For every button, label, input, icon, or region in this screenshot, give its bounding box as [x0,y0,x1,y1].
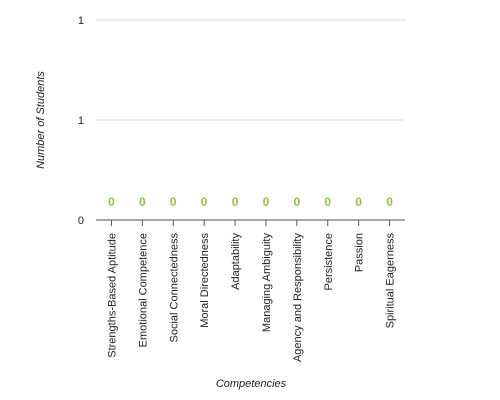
category-label: Spiritual Eagerness [385,233,397,329]
y-axis-title: Number of Students [35,71,47,169]
data-labels: 0 0 0 0 0 0 0 0 0 0 [108,195,393,209]
gridlines [96,19,405,121]
y-tick-label: 1 [78,15,84,27]
data-label: 0 [294,195,301,209]
data-label: 0 [263,195,270,209]
category-label: Strengths-Based Aptitude [106,233,118,358]
category-label: Agency and Responsibility [292,233,304,363]
category-labels: Strengths-Based Aptitude Emotional Compet… [106,233,396,363]
category-label: Moral Directedness [199,233,211,328]
data-label: 0 [355,195,362,209]
y-tick-label: 1 [78,115,84,127]
category-label: Adaptability [230,233,242,290]
data-label: 0 [232,195,239,209]
y-tick-label: 0 [78,215,84,227]
y-axis-ticks: 0 1 1 [78,15,84,227]
data-label: 0 [201,195,208,209]
category-label: Passion [354,233,366,272]
data-label: 0 [170,195,177,209]
x-axis-ticks [110,220,391,226]
data-label: 0 [324,195,331,209]
data-label: 0 [108,195,115,209]
category-label: Persistence [323,233,335,290]
data-label: 0 [386,195,393,209]
data-label: 0 [139,195,146,209]
x-axis-title: Competencies [216,378,287,390]
category-label: Managing Ambiguity [261,233,273,333]
category-label: Social Connectedness [168,233,180,343]
category-label: Emotional Competence [137,233,149,347]
